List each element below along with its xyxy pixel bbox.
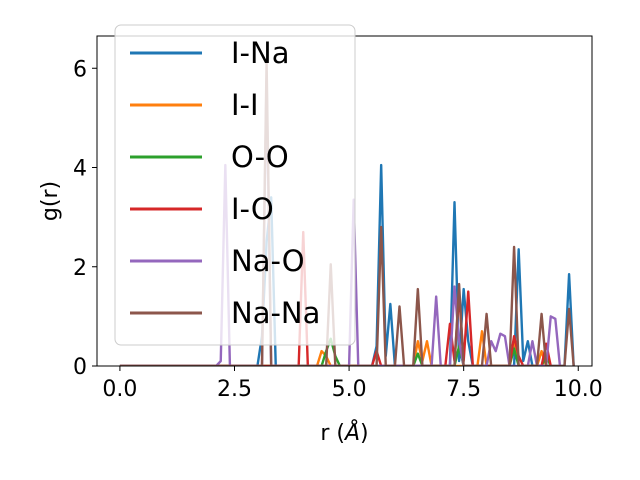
y-tick-label: 6	[73, 57, 87, 82]
y-axis: 0 2 4 6	[73, 57, 97, 380]
legend-label-o-o: O-O	[231, 140, 289, 174]
legend-label-i-na: I-Na	[231, 36, 289, 70]
x-axis-label-unit: Å	[343, 419, 360, 446]
x-axis-label: r (Å)	[320, 419, 368, 446]
x-tick-label: 10.0	[554, 377, 603, 402]
x-tick-label: 0.0	[102, 377, 137, 402]
legend: I-Na I-I O-O I-O Na-O Na-Na	[114, 24, 356, 346]
series-line-na-o	[119, 76, 562, 366]
y-axis-label: g(r)	[38, 181, 63, 221]
y-tick-label: 2	[73, 256, 87, 281]
x-axis: 0.0 2.5 5.0 7.5 10.0	[102, 366, 603, 402]
legend-label-na-o: Na-O	[231, 244, 305, 278]
legend-label-na-na: Na-Na	[231, 296, 320, 330]
y-tick-label: 0	[73, 355, 87, 380]
x-tick-label: 2.5	[217, 377, 252, 402]
legend-label-i-i: I-I	[231, 88, 259, 122]
y-tick-label: 4	[73, 157, 87, 182]
x-tick-label: 5.0	[332, 377, 367, 402]
legend-label-i-o: I-O	[231, 192, 274, 226]
x-axis-label-text: r	[320, 421, 330, 446]
x-tick-label: 7.5	[446, 377, 481, 402]
